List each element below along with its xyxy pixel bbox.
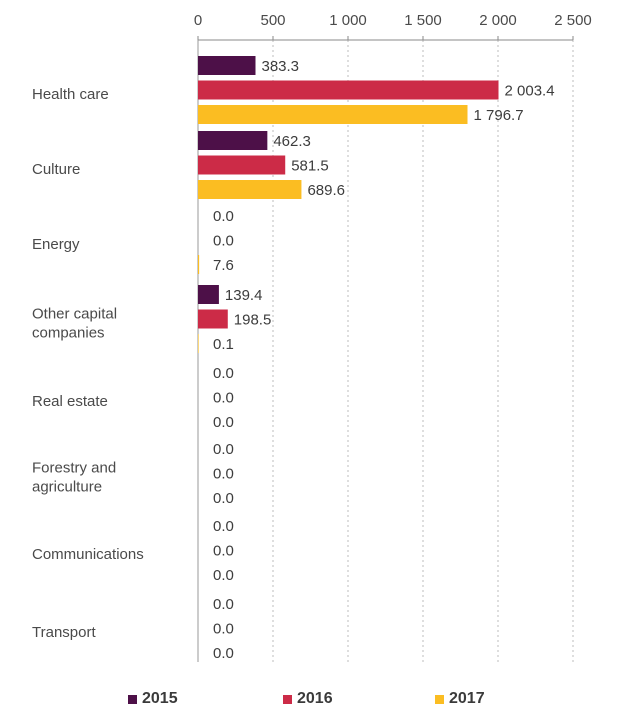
- data-label: 0.0: [213, 466, 234, 483]
- data-label: 462.3: [273, 133, 311, 150]
- data-label: 0.0: [213, 441, 234, 458]
- data-label: 0.0: [213, 233, 234, 250]
- category-label: Transport: [32, 624, 96, 641]
- category-label: Culture: [32, 161, 80, 178]
- legend-item-2017: 2017: [435, 690, 485, 708]
- legend-item-2016: 2016: [283, 690, 333, 708]
- data-label: 1 796.7: [474, 107, 524, 124]
- x-tick-label: 1 500: [404, 12, 442, 29]
- data-label: 0.0: [213, 567, 234, 584]
- data-label: 139.4: [225, 287, 263, 304]
- category-label: Other capital companies: [32, 306, 117, 342]
- data-label: 383.3: [261, 58, 299, 75]
- bar-2017: [198, 105, 468, 124]
- x-tick-label: 1 000: [329, 12, 367, 29]
- x-tick-label: 2 000: [479, 12, 517, 29]
- data-label: 0.0: [213, 390, 234, 407]
- category-label: Health care: [32, 86, 109, 103]
- data-label: 0.1: [213, 336, 234, 353]
- legend-label: 2015: [142, 690, 178, 707]
- bar-2017: [198, 334, 199, 353]
- data-label: 0.0: [213, 543, 234, 560]
- legend-swatch: [283, 694, 292, 704]
- bar-2015: [198, 56, 256, 75]
- data-label: 198.5: [234, 312, 272, 329]
- data-label: 0.0: [213, 518, 234, 535]
- data-label: 581.5: [291, 158, 329, 175]
- bar-2016: [198, 155, 286, 175]
- legend-label: 2017: [449, 690, 485, 707]
- category-label: Forestry and agriculture: [32, 460, 116, 496]
- data-label: 0.0: [213, 490, 234, 507]
- data-label: 2 003.4: [505, 83, 555, 100]
- category-label: Energy: [32, 236, 80, 253]
- category-label: Real estate: [32, 393, 108, 410]
- category-label: Communications: [32, 546, 144, 563]
- bar-2015: [198, 131, 268, 150]
- bar-2016: [198, 80, 499, 100]
- data-label: 0.0: [213, 621, 234, 638]
- bar-2017: [198, 255, 200, 274]
- legend-item-2015: 2015: [128, 690, 178, 708]
- data-label: 0.0: [213, 414, 234, 431]
- x-tick-label: 0: [194, 12, 202, 29]
- bar-2017: [198, 180, 302, 199]
- x-tick-label: 500: [260, 12, 285, 29]
- legend-label: 2016: [297, 690, 333, 707]
- data-label: 689.6: [307, 182, 345, 199]
- bar-chart: 0 500 1 000 1 500 2 000 2 500 383.3 2 003.4 1 79…: [32, 12, 592, 662]
- x-tick-label: 2 500: [554, 12, 592, 29]
- legend-swatch: [128, 694, 137, 704]
- legend: 2015 2016 2017: [0, 690, 624, 710]
- data-label: 0.0: [213, 645, 234, 662]
- bar-2015: [198, 285, 219, 304]
- data-label: 0.0: [213, 365, 234, 382]
- data-label: 0.0: [213, 208, 234, 225]
- data-label: 7.6: [213, 257, 234, 274]
- bar-2016: [198, 309, 228, 329]
- data-label: 0.0: [213, 596, 234, 613]
- legend-swatch: [435, 694, 444, 704]
